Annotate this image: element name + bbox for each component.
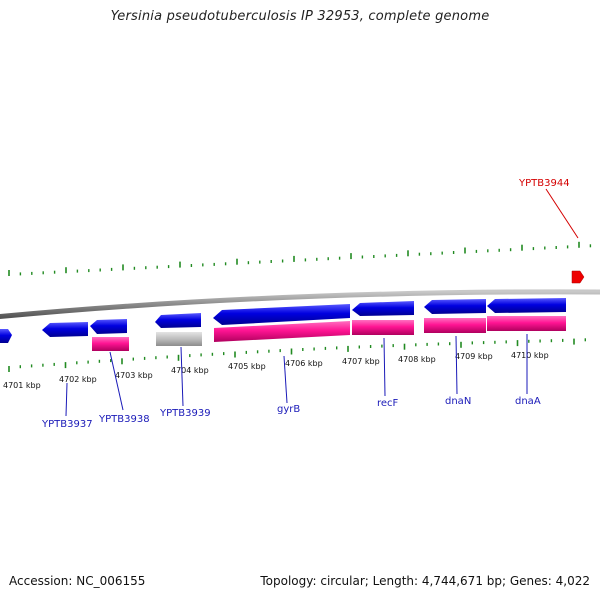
gene-leader-lines: [65, 188, 579, 417]
accession-text: Accession: NC_006155: [9, 574, 146, 588]
gene-label-yptb3939[interactable]: YPTB3939: [159, 408, 211, 419]
gene-block-recf-pink[interactable]: [352, 320, 414, 335]
kbp-label: 4705 kbp: [228, 362, 266, 371]
genome-backbone: [0, 289, 600, 320]
kbp-label: 4704 kbp: [171, 366, 209, 375]
gene-block-dnan-pink[interactable]: [424, 318, 486, 333]
gene-label-gyrb[interactable]: gyrB: [277, 404, 300, 415]
gene-label-yptb3944[interactable]: YPTB3944: [518, 178, 570, 189]
kbp-label: 4709 kbp: [455, 352, 493, 361]
kbp-label: 4708 kbp: [398, 355, 436, 364]
gene-arrow-recf[interactable]: [352, 301, 414, 316]
red-marker-arrow[interactable]: [571, 270, 585, 284]
genome-summary-text: Topology: circular; Length: 4,744,671 bp…: [260, 574, 590, 588]
lower-ticks: [8, 338, 586, 372]
gene-label-dnaa[interactable]: dnaA: [515, 396, 541, 407]
gene-label-yptb3937[interactable]: YPTB3937: [41, 419, 93, 430]
forward-genes[interactable]: [0, 298, 566, 343]
gene-arrow-left-edge[interactable]: [0, 329, 12, 343]
gene-arrow-yptb3937[interactable]: [42, 322, 88, 337]
gene-arrow-yptb3939[interactable]: [155, 313, 201, 328]
gene-arrow-gyrb[interactable]: [213, 304, 350, 325]
upper-ticks: [8, 241, 592, 276]
genome-title: Yersinia pseudotuberculosis IP 32953, co…: [110, 9, 490, 24]
kbp-label: 4707 kbp: [342, 357, 380, 366]
kbp-label: 4706 kbp: [285, 359, 323, 368]
gene-label-recf[interactable]: recF: [377, 398, 399, 409]
gene-block-yptb3939-gray[interactable]: [156, 332, 202, 346]
kbp-label: 4703 kbp: [115, 371, 153, 380]
kbp-label: 4702 kbp: [59, 375, 97, 384]
kbp-axis-labels: 4701 kbp 4702 kbp 4703 kbp 4704 kbp 4705…: [3, 351, 549, 390]
reverse-genes[interactable]: [92, 316, 566, 351]
gene-labels: YPTB3937 YPTB3938 YPTB3939 gyrB recF dna…: [41, 178, 570, 430]
gene-arrow-yptb3938[interactable]: [90, 319, 127, 334]
kbp-label: 4710 kbp: [511, 351, 549, 360]
gene-block-yptb3938-pink[interactable]: [92, 337, 129, 351]
gene-block-gyrb-pink[interactable]: [214, 321, 350, 342]
gene-arrow-dnan[interactable]: [424, 299, 486, 314]
gene-arrow-dnaa[interactable]: [487, 298, 566, 313]
kbp-label: 4701 kbp: [3, 381, 41, 390]
gene-label-dnan[interactable]: dnaN: [445, 396, 471, 407]
gene-label-yptb3938[interactable]: YPTB3938: [98, 414, 150, 425]
gene-block-dnaa-pink[interactable]: [487, 316, 566, 331]
